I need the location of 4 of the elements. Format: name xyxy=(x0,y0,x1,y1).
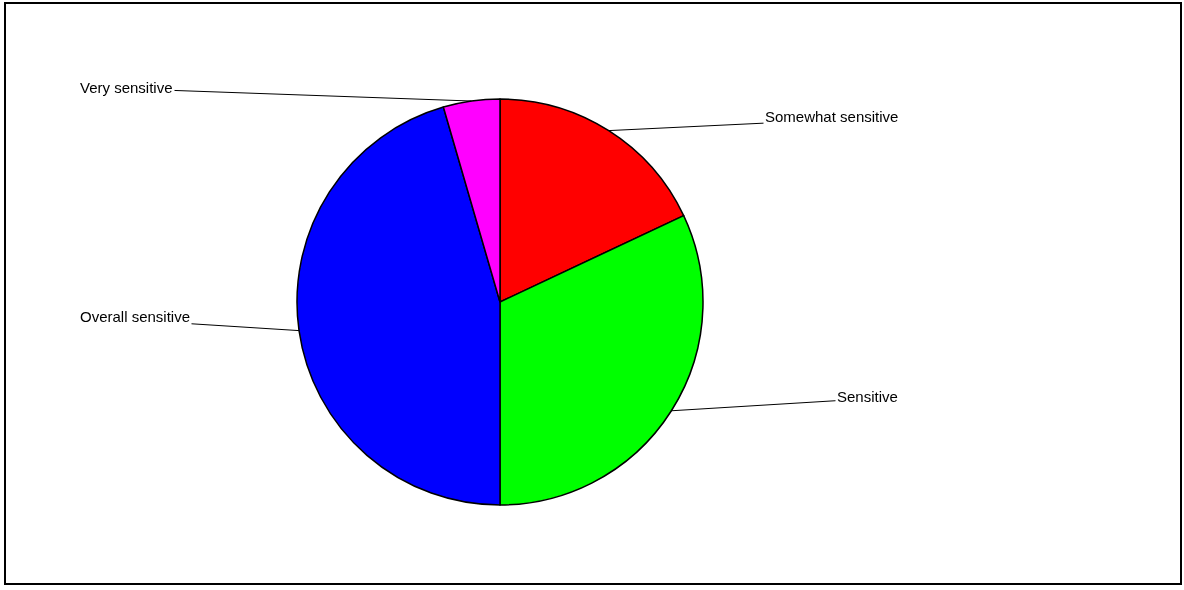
slice-label: Sensitive xyxy=(837,388,898,405)
slice-label: Very sensitive xyxy=(80,79,173,96)
slice-label: Overall sensitive xyxy=(80,308,191,325)
slice-label: Somewhat sensitive xyxy=(765,108,899,125)
